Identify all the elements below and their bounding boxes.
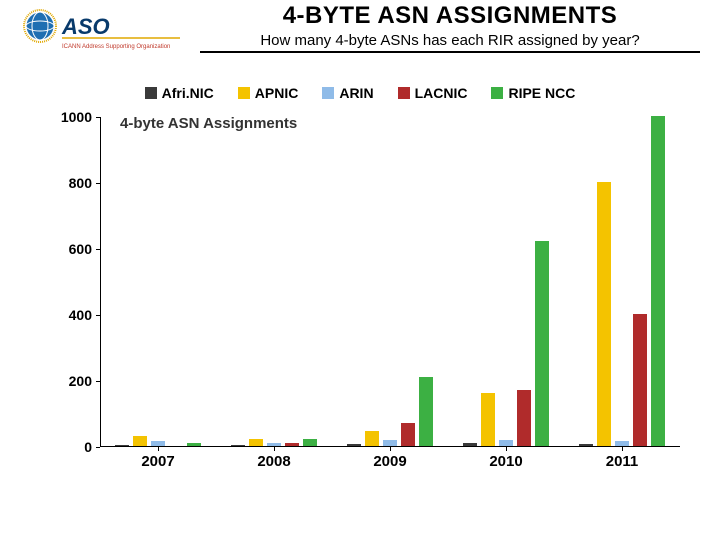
bar [651,116,665,446]
bar [481,393,495,446]
x-tick-mark [622,447,623,451]
bar-group: 2008 [231,117,317,447]
x-category-label: 2010 [489,453,522,470]
y-tick-mark [96,249,100,250]
y-tick-label: 800 [69,175,92,191]
legend-label: LACNIC [415,85,468,101]
logo-tagline: ICANN Address Supporting Organization [62,44,170,50]
bar [303,439,317,446]
bar-group: 2011 [579,117,665,447]
bar [151,441,165,446]
bar [633,314,647,446]
x-tick-mark [274,447,275,451]
x-tick-mark [390,447,391,451]
bar [267,443,281,446]
y-tick-label: 400 [69,307,92,323]
legend-swatch [491,87,503,99]
y-tick-label: 600 [69,241,92,257]
y-tick-mark [96,183,100,184]
bar [615,441,629,446]
bar [419,377,433,446]
legend-item: Afri.NIC [145,85,214,101]
y-tick-label: 1000 [61,109,92,125]
bar [249,439,263,446]
bar [365,431,379,446]
chart: Afri.NICAPNICARINLACNICRIPE NCC 4-byte A… [40,85,680,495]
legend-label: ARIN [339,85,373,101]
bar [401,423,415,446]
y-tick-mark [96,117,100,118]
chart-bar-groups: 2007 2008 2009 2010 2011 [100,117,680,447]
logo-text: ASO [61,14,110,39]
bar [347,444,361,446]
bar [579,444,593,446]
legend-swatch [322,87,334,99]
y-tick-mark [96,315,100,316]
legend-item: APNIC [238,85,299,101]
legend-swatch [145,87,157,99]
bar-group: 2007 [115,117,201,447]
bar [231,445,245,446]
bar [285,443,299,446]
x-category-label: 2007 [141,453,174,470]
bar [187,443,201,446]
aso-logo-svg: ASO ICANN Address Supporting Organizatio… [20,8,180,56]
x-category-label: 2009 [373,453,406,470]
bar [115,445,129,446]
chart-plot-area: 20072008200920102011 02004006008001000 [100,117,680,447]
bar [499,440,513,446]
y-tick-label: 200 [69,373,92,389]
bar [517,390,531,446]
x-category-label: 2008 [257,453,290,470]
legend-label: APNIC [255,85,299,101]
bar-group: 2010 [463,117,549,447]
legend-label: RIPE NCC [508,85,575,101]
legend-swatch [398,87,410,99]
x-tick-mark [506,447,507,451]
x-tick-mark [158,447,159,451]
bar [383,440,397,446]
legend-item: LACNIC [398,85,468,101]
page-subtitle: How many 4-byte ASNs has each RIR assign… [200,32,700,49]
legend-label: Afri.NIC [162,85,214,101]
header: ASO ICANN Address Supporting Organizatio… [0,0,720,60]
aso-logo: ASO ICANN Address Supporting Organizatio… [20,8,180,56]
y-tick-mark [96,381,100,382]
x-category-label: 2011 [606,453,639,470]
title-block: 4-BYTE ASN ASSIGNMENTS How many 4-byte A… [200,2,700,53]
bar-group: 2009 [347,117,433,447]
y-tick-mark [96,447,100,448]
legend-item: ARIN [322,85,373,101]
bar [535,241,549,446]
bar [463,443,477,446]
chart-legend: Afri.NIC APNIC ARIN LACNIC RIPE NCC [40,85,680,101]
page-title: 4-BYTE ASN ASSIGNMENTS [200,2,700,30]
legend-item: RIPE NCC [491,85,575,101]
bar [133,436,147,446]
y-tick-label: 0 [84,439,92,455]
slide: { "logo": { "primary_text": "ASO", "tagl… [0,0,720,540]
bar [597,182,611,446]
legend-swatch [238,87,250,99]
